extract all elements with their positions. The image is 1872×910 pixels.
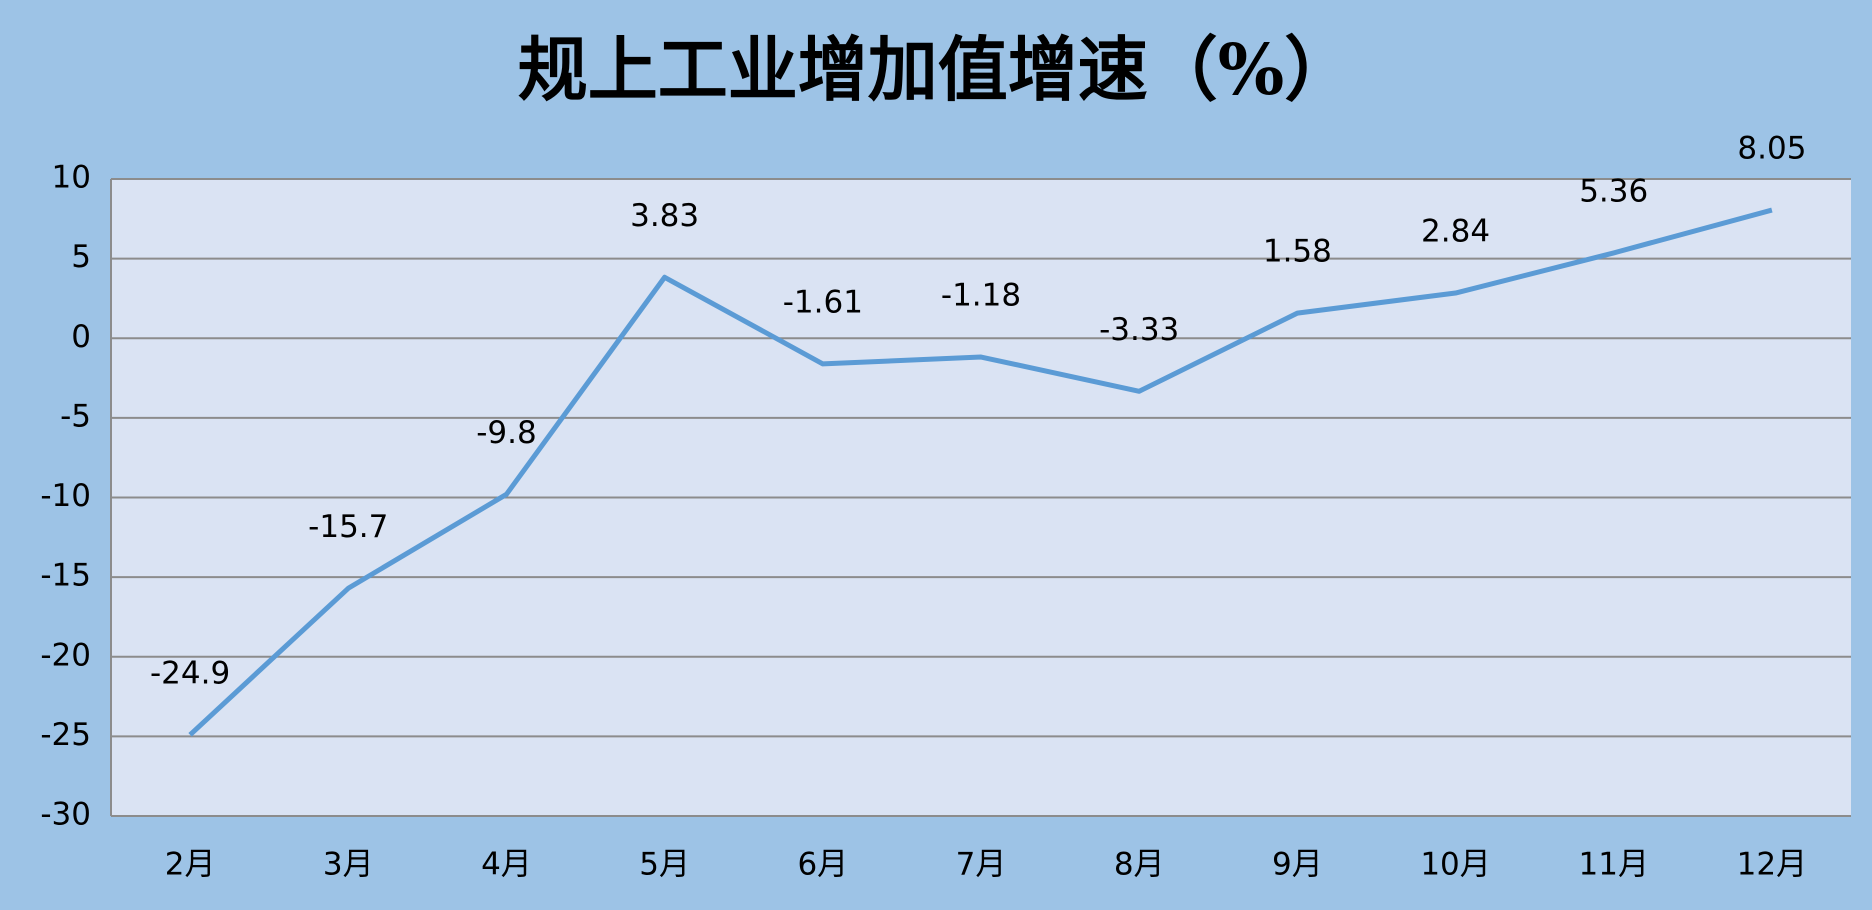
y-tick-label: -20 — [40, 637, 91, 673]
x-tick-label: 5月 — [639, 847, 690, 883]
x-tick-label: 2月 — [165, 847, 216, 883]
y-tick-label: -25 — [40, 717, 91, 753]
data-label: -1.18 — [941, 278, 1021, 314]
data-label: 5.36 — [1579, 173, 1648, 209]
y-tick-label: -15 — [40, 558, 91, 594]
data-label: -1.61 — [783, 284, 863, 320]
data-label: -15.7 — [308, 509, 388, 545]
data-label: 1.58 — [1263, 234, 1332, 270]
data-label: -24.9 — [150, 655, 230, 691]
y-tick-label: -30 — [40, 797, 91, 833]
x-tick-label: 8月 — [1114, 847, 1165, 883]
y-tick-label: 5 — [71, 239, 91, 275]
y-tick-label: 0 — [71, 319, 91, 355]
data-label: 3.83 — [630, 198, 699, 234]
chart-title: 规上工业增加值增速（%） — [518, 28, 1355, 111]
y-tick-label: 10 — [52, 160, 91, 196]
x-tick-label: 12月 — [1737, 847, 1807, 883]
line — [188, 207, 1773, 737]
data-label: 2.84 — [1421, 214, 1490, 250]
data-label: -9.8 — [476, 415, 537, 451]
y-tick-label: -5 — [60, 398, 91, 434]
x-tick-label: 9月 — [1272, 847, 1323, 883]
data-label: -3.33 — [1099, 312, 1179, 348]
y-tick-label: -10 — [40, 478, 91, 514]
x-tick-label: 6月 — [797, 847, 848, 883]
x-tick-label: 11月 — [1579, 847, 1649, 883]
x-tick-label: 7月 — [956, 847, 1007, 883]
x-tick-label: 3月 — [323, 847, 374, 883]
data-label: 8.05 — [1737, 131, 1806, 167]
x-tick-label: 4月 — [481, 847, 532, 883]
x-tick-label: 10月 — [1420, 847, 1490, 883]
